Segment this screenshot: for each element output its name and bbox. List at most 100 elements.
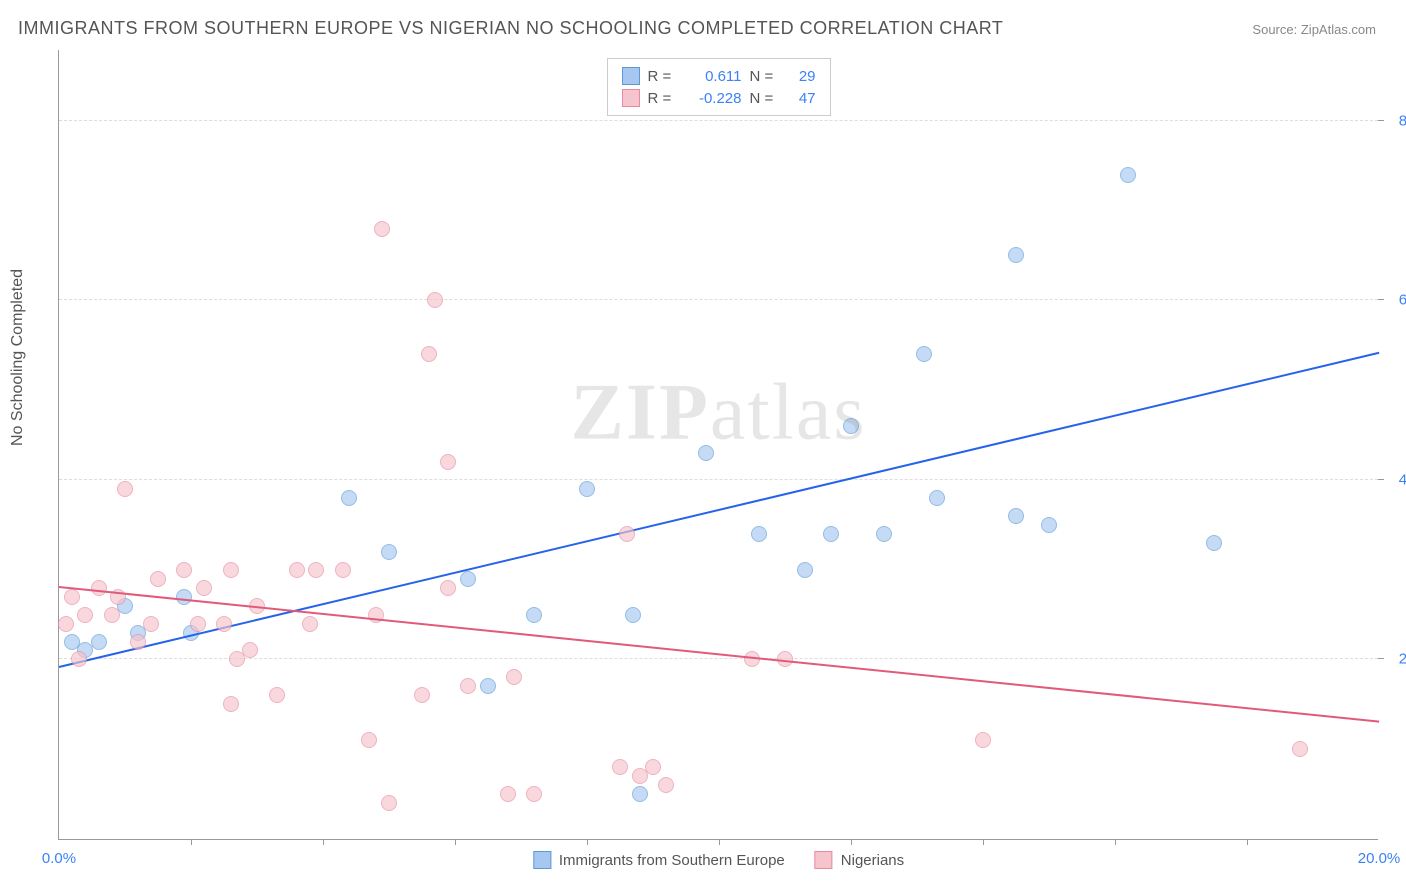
y-tick-mark — [1378, 299, 1384, 300]
scatter-point — [975, 732, 991, 748]
watermark: ZIPatlas — [571, 367, 867, 458]
scatter-point — [1041, 517, 1057, 533]
scatter-point — [381, 544, 397, 560]
scatter-point — [143, 616, 159, 632]
scatter-point — [91, 580, 107, 596]
scatter-point — [216, 616, 232, 632]
y-tick-label: 4.0% — [1399, 471, 1406, 488]
scatter-point — [414, 687, 430, 703]
gridline-horizontal — [59, 120, 1378, 121]
legend-series: Immigrants from Southern Europe Nigerians — [533, 851, 904, 869]
gridline-horizontal — [59, 658, 1378, 659]
scatter-point — [421, 346, 437, 362]
legend-swatch — [815, 851, 833, 869]
legend-swatch — [622, 89, 640, 107]
scatter-point — [71, 651, 87, 667]
legend-swatch — [622, 67, 640, 85]
gridline-horizontal — [59, 299, 1378, 300]
legend-series-item: Nigerians — [815, 851, 904, 869]
legend-stats-row: R = 0.611 N = 29 — [622, 65, 816, 87]
scatter-point — [196, 580, 212, 596]
legend-stats-box: R =0.611N =29R =-0.228N =47 — [607, 58, 831, 116]
scatter-point — [526, 786, 542, 802]
scatter-point — [308, 562, 324, 578]
gridline-horizontal — [59, 479, 1378, 480]
source-link[interactable]: ZipAtlas.com — [1301, 22, 1376, 37]
scatter-point — [612, 759, 628, 775]
scatter-point — [1120, 167, 1136, 183]
source-label: Source: — [1252, 22, 1297, 37]
scatter-point — [460, 571, 476, 587]
scatter-point — [1206, 535, 1222, 551]
legend-r-value: -0.228 — [684, 90, 742, 107]
scatter-point — [506, 669, 522, 685]
legend-series-item: Immigrants from Southern Europe — [533, 851, 785, 869]
scatter-point — [500, 786, 516, 802]
scatter-point — [302, 616, 318, 632]
x-tick-mark — [1115, 839, 1116, 845]
scatter-point — [480, 678, 496, 694]
x-tick-mark — [191, 839, 192, 845]
scatter-point — [632, 786, 648, 802]
legend-stats-row: R =-0.228N =47 — [622, 87, 816, 109]
scatter-point — [440, 580, 456, 596]
x-tick-mark — [851, 839, 852, 845]
legend-n-label: N = — [750, 68, 778, 85]
scatter-point — [619, 526, 635, 542]
legend-r-value: 0.611 — [684, 68, 742, 85]
scatter-point — [242, 642, 258, 658]
scatter-point — [751, 526, 767, 542]
scatter-point — [223, 696, 239, 712]
scatter-point — [658, 777, 674, 793]
scatter-point — [176, 562, 192, 578]
scatter-point — [427, 292, 443, 308]
scatter-point — [361, 732, 377, 748]
scatter-point — [929, 490, 945, 506]
scatter-point — [797, 562, 813, 578]
scatter-point — [1008, 508, 1024, 524]
scatter-point — [625, 607, 641, 623]
scatter-point — [91, 634, 107, 650]
chart-title: IMMIGRANTS FROM SOUTHERN EUROPE VS NIGER… — [18, 18, 1003, 39]
y-tick-mark — [1378, 479, 1384, 480]
scatter-point — [150, 571, 166, 587]
scatter-point — [374, 221, 390, 237]
legend-r-label: R = — [648, 68, 676, 85]
scatter-point — [744, 651, 760, 667]
scatter-point — [843, 418, 859, 434]
legend-series-label: Immigrants from Southern Europe — [559, 852, 785, 869]
scatter-point — [460, 678, 476, 694]
scatter-point — [1292, 741, 1308, 757]
scatter-point — [77, 607, 93, 623]
scatter-point — [579, 481, 595, 497]
watermark-rest: atlas — [710, 368, 867, 456]
x-tick-mark — [719, 839, 720, 845]
scatter-point — [1008, 247, 1024, 263]
scatter-point — [335, 562, 351, 578]
x-tick-mark — [455, 839, 456, 845]
x-tick-mark — [1247, 839, 1248, 845]
x-tick-mark — [587, 839, 588, 845]
y-tick-label: 6.0% — [1399, 292, 1406, 309]
legend-n-label: N = — [750, 90, 778, 107]
scatter-point — [223, 562, 239, 578]
scatter-point — [526, 607, 542, 623]
legend-n-value: 29 — [786, 68, 816, 85]
x-tick-label: 0.0% — [42, 850, 76, 867]
scatter-point — [341, 490, 357, 506]
y-tick-label: 8.0% — [1399, 112, 1406, 129]
scatter-point — [58, 616, 74, 632]
scatter-point — [269, 687, 285, 703]
scatter-point — [130, 634, 146, 650]
scatter-point — [823, 526, 839, 542]
scatter-point — [117, 481, 133, 497]
y-tick-label: 2.0% — [1399, 651, 1406, 668]
source-attribution: Source: ZipAtlas.com — [1252, 22, 1376, 37]
trend-line — [59, 352, 1379, 668]
x-tick-mark — [983, 839, 984, 845]
scatter-point — [381, 795, 397, 811]
scatter-point — [289, 562, 305, 578]
y-axis-label: No Schooling Completed — [9, 269, 27, 446]
scatter-point — [916, 346, 932, 362]
x-tick-label: 20.0% — [1358, 850, 1401, 867]
